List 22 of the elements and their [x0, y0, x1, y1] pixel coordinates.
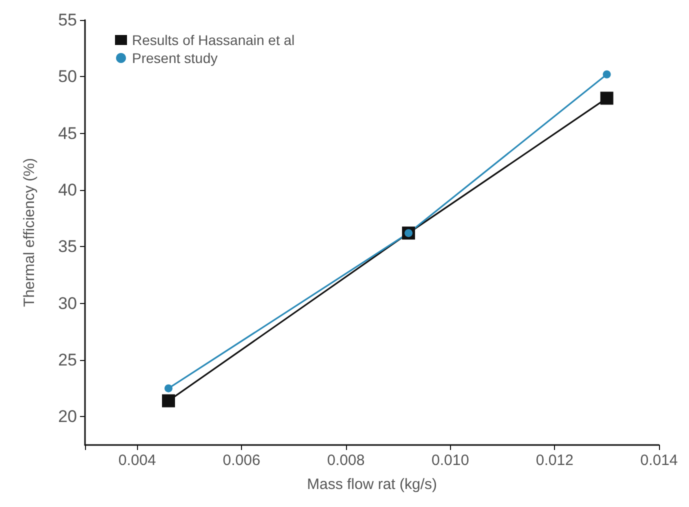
- point: [164, 384, 172, 392]
- y-tick-label: 50: [58, 67, 77, 86]
- point: [602, 70, 611, 78]
- y-tick-label: 45: [58, 124, 77, 143]
- x-tick-label: 0.006: [222, 452, 260, 469]
- y-tick-label: 25: [58, 350, 77, 370]
- x-axis-title: Mass flow rat (kg/s): [306, 476, 438, 493]
- y-tick-label: 30: [58, 294, 77, 313]
- y-tick-label: 20: [58, 407, 77, 426]
- x-tick-label: 0.014: [640, 452, 678, 469]
- y-tick-label: 55: [58, 10, 77, 30]
- legend-label: Present study: [132, 50, 218, 66]
- y-axis-title: Thermal efficiency (%): [21, 158, 38, 307]
- point: [600, 92, 614, 105]
- point: [162, 394, 175, 408]
- x-tick-label: 0.010: [432, 452, 470, 469]
- legend-label: Results of Hassanain et al: [132, 32, 295, 48]
- x-tick-label: 0.004: [118, 452, 156, 469]
- y-tick-label: 40: [58, 180, 77, 200]
- x-tick-label: 0.012: [536, 452, 574, 469]
- x-tick-label: 0.008: [327, 452, 365, 469]
- y-tick-label: 35: [58, 237, 77, 256]
